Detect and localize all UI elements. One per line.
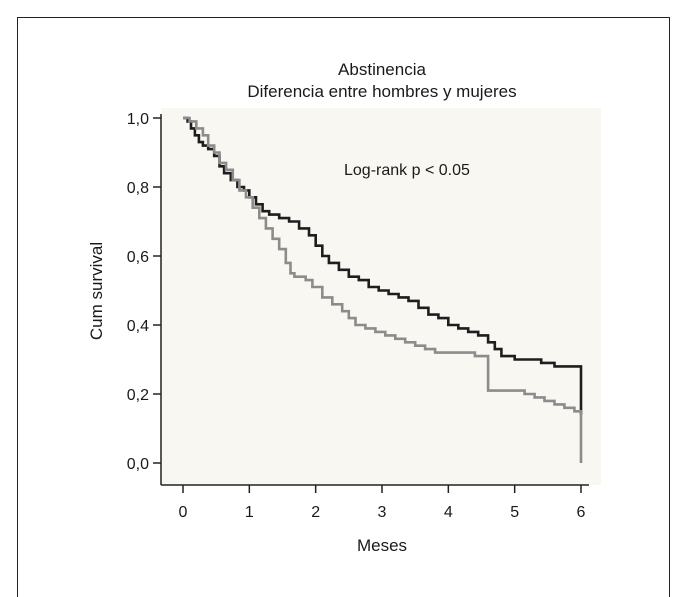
axes bbox=[153, 114, 589, 493]
logrank-annotation: Log-rank p < 0.05 bbox=[344, 162, 470, 179]
x-tick-label: 1 bbox=[245, 504, 254, 521]
y-axis-label: Cum survival bbox=[87, 242, 106, 340]
y-tick-label: 0,2 bbox=[127, 387, 149, 404]
x-tick-label: 5 bbox=[510, 504, 519, 521]
tick-labels: 0 1 2 3 4 5 6 0,0 0,2 0,4 0,6 0,8 1,0 bbox=[127, 111, 586, 521]
chart-title: Abstinencia bbox=[338, 60, 426, 79]
x-tick-label: 6 bbox=[577, 504, 586, 521]
x-tick-label: 2 bbox=[311, 504, 320, 521]
plot-area bbox=[161, 108, 601, 485]
y-tick-label: 0,4 bbox=[127, 318, 149, 335]
x-tick-label: 0 bbox=[179, 504, 188, 521]
y-tick-label: 0,6 bbox=[127, 249, 149, 266]
x-axis-label: Meses bbox=[357, 536, 407, 555]
y-tick-label: 0,0 bbox=[127, 456, 149, 473]
chart-subtitle: Diferencia entre hombres y mujeres bbox=[247, 82, 516, 101]
plot-background bbox=[161, 108, 601, 485]
y-tick-label: 1,0 bbox=[127, 111, 149, 128]
figure-frame bbox=[17, 17, 670, 597]
x-tick-label: 3 bbox=[378, 504, 387, 521]
survival-curve-2 bbox=[183, 116, 583, 463]
y-tick-label: 0,8 bbox=[127, 180, 149, 197]
x-tick-label: 4 bbox=[444, 504, 453, 521]
series-layer bbox=[183, 116, 583, 463]
